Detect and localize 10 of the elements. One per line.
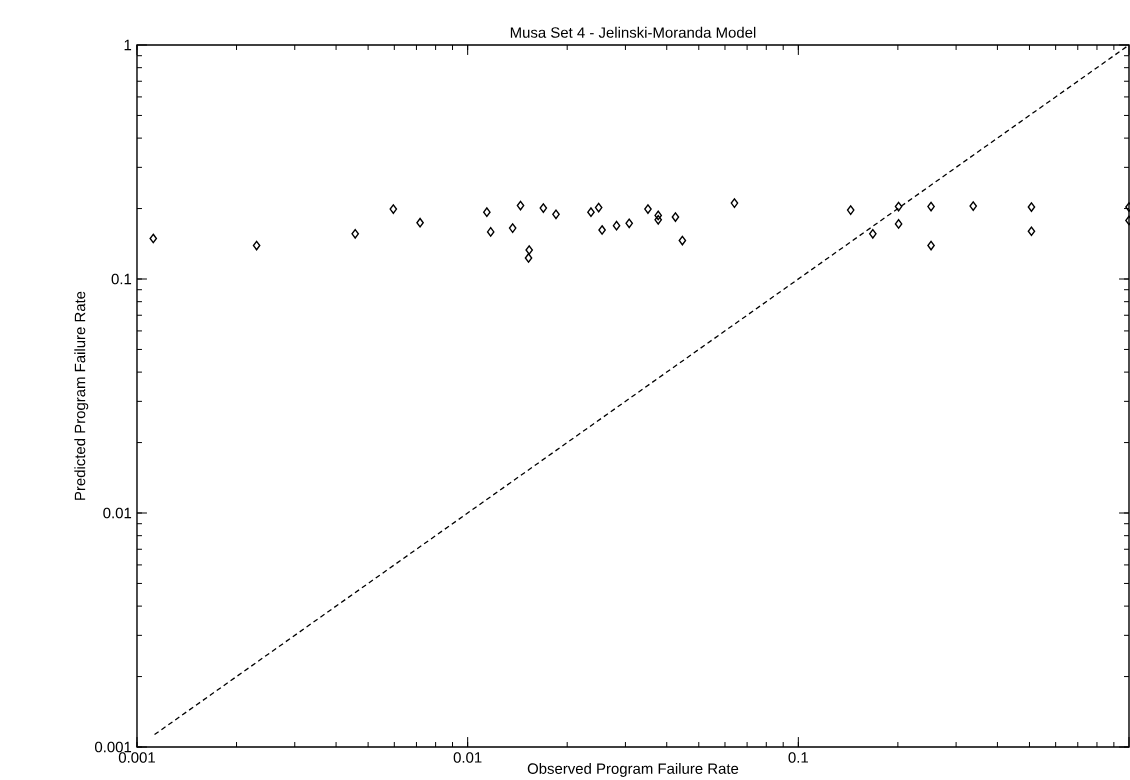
x-axis-title: Observed Program Failure Rate bbox=[527, 762, 739, 777]
x-tick-label: 0.1 bbox=[788, 752, 808, 763]
y-tick-label: 1 bbox=[124, 39, 132, 51]
x-tick-label: 0.001 bbox=[118, 752, 155, 763]
chart-title: Musa Set 4 - Jelinski-Moranda Model bbox=[510, 26, 756, 38]
y-axis-title: Predicted Program Failure Rate bbox=[74, 291, 89, 500]
x-tick-label: 0.01 bbox=[453, 752, 482, 763]
y-tick-label: 0.01 bbox=[103, 507, 132, 519]
y-tick-label: 0.001 bbox=[94, 741, 132, 753]
y-tick-label: 0.1 bbox=[111, 273, 132, 285]
